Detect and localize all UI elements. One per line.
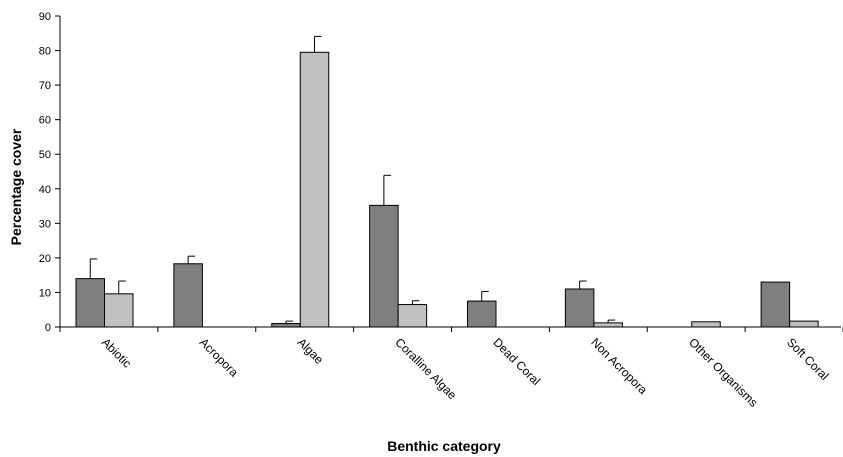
y-tick-label: 0: [45, 322, 51, 334]
x-category-label: Acropora: [197, 335, 242, 380]
bar: [760, 281, 791, 328]
x-category-label: Coralline Algae: [392, 335, 459, 402]
y-tick-label: 30: [39, 218, 51, 230]
y-tick-label: 90: [39, 11, 51, 23]
bar: [593, 322, 623, 328]
bar: [75, 278, 105, 328]
bar: [173, 263, 203, 328]
y-tick-label: 10: [39, 287, 51, 299]
bar: [271, 323, 301, 328]
x-category-label: Dead Coral: [490, 335, 543, 388]
bar: [467, 300, 497, 328]
x-category-label: Abiotic: [99, 335, 134, 370]
y-tick-label: 20: [39, 253, 51, 265]
y-tick-label: 60: [39, 115, 51, 127]
bar: [104, 293, 134, 328]
y-axis-title: Percentage cover: [8, 128, 24, 245]
x-category-label: Other Organisms: [686, 335, 761, 410]
x-category-label: Soft Coral: [784, 335, 832, 383]
y-tick-label: 40: [39, 184, 51, 196]
x-category-label: Non Acropora: [588, 335, 650, 397]
y-tick-label: 80: [39, 46, 51, 58]
bar: [564, 288, 595, 328]
y-tick-label: 50: [39, 149, 51, 161]
bar: [691, 321, 721, 328]
x-axis-title: Benthic category: [387, 438, 501, 454]
bar: [299, 51, 330, 328]
bar: [789, 320, 819, 328]
y-tick-label: 70: [39, 80, 51, 92]
bar: [369, 204, 399, 328]
bar: [397, 304, 428, 328]
x-category-label: Algae: [295, 335, 327, 367]
